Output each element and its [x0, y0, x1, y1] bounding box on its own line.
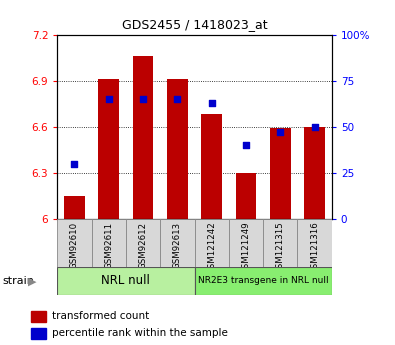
Point	[174, 96, 181, 102]
Text: GSM121315: GSM121315	[276, 221, 285, 274]
Point	[209, 100, 215, 106]
Point	[312, 124, 318, 130]
Bar	[167, 79, 188, 219]
Point	[71, 161, 77, 166]
FancyBboxPatch shape	[195, 267, 332, 295]
Bar	[236, 173, 256, 219]
Point	[105, 96, 112, 102]
Text: GSM121242: GSM121242	[207, 221, 216, 274]
FancyBboxPatch shape	[229, 219, 263, 267]
FancyBboxPatch shape	[92, 219, 126, 267]
FancyBboxPatch shape	[195, 219, 229, 267]
Bar	[31, 328, 46, 339]
FancyBboxPatch shape	[57, 219, 92, 267]
Bar	[31, 310, 46, 322]
FancyBboxPatch shape	[126, 219, 160, 267]
FancyBboxPatch shape	[57, 267, 195, 295]
Title: GDS2455 / 1418023_at: GDS2455 / 1418023_at	[122, 18, 267, 31]
Bar	[305, 127, 325, 219]
Text: GSM121316: GSM121316	[310, 221, 319, 274]
Bar	[64, 196, 85, 219]
Text: GSM92610: GSM92610	[70, 221, 79, 269]
Point	[243, 142, 249, 148]
Bar	[270, 128, 291, 219]
Text: strain: strain	[2, 276, 34, 286]
Text: transformed count: transformed count	[51, 311, 149, 321]
Text: NR2E3 transgene in NRL null: NR2E3 transgene in NRL null	[198, 276, 329, 285]
FancyBboxPatch shape	[263, 219, 297, 267]
FancyBboxPatch shape	[297, 219, 332, 267]
Text: percentile rank within the sample: percentile rank within the sample	[51, 328, 228, 338]
Point	[277, 130, 284, 135]
Text: ▶: ▶	[28, 276, 37, 286]
Bar	[133, 56, 153, 219]
FancyBboxPatch shape	[160, 219, 195, 267]
Text: NRL null: NRL null	[102, 274, 150, 287]
Bar	[201, 115, 222, 219]
Text: GSM92611: GSM92611	[104, 221, 113, 269]
Bar	[98, 79, 119, 219]
Point	[140, 96, 146, 102]
Text: GSM121249: GSM121249	[241, 221, 250, 274]
Text: GSM92613: GSM92613	[173, 221, 182, 269]
Text: GSM92612: GSM92612	[139, 221, 148, 269]
